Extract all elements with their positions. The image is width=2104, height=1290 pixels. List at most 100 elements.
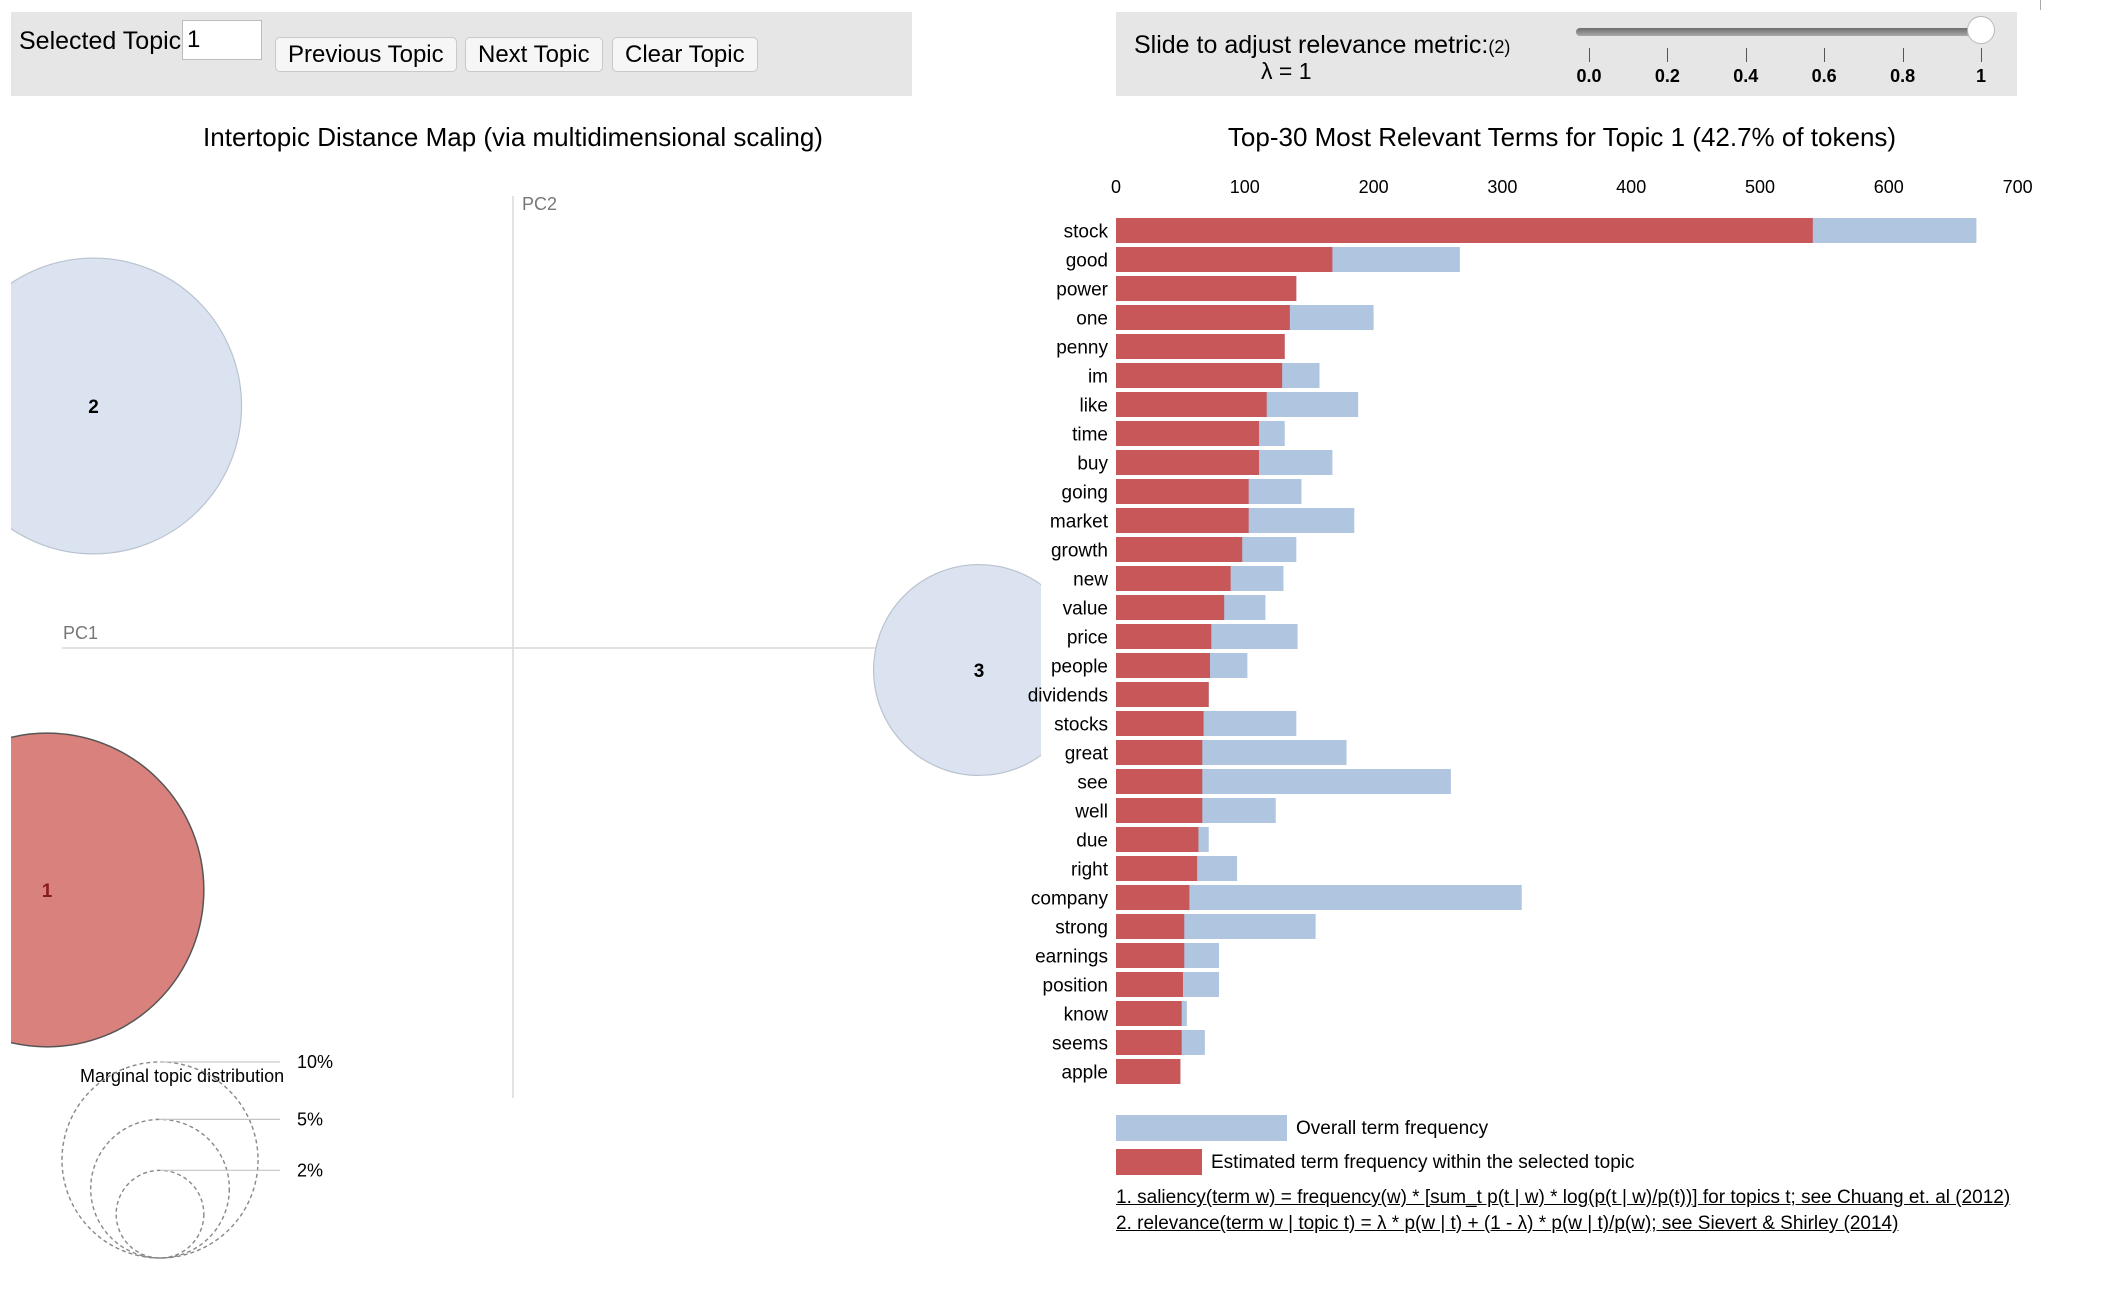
slider-tick-label: 0.0 [1576,66,1602,86]
bar-topic-seems[interactable] [1116,1030,1182,1055]
slider-tick [1589,48,1590,62]
term-label[interactable]: buy [1077,454,1108,475]
legend-circle [61,1061,259,1259]
bar-x-tick-label: 100 [1230,177,1260,197]
bar-topic-one[interactable] [1116,305,1290,330]
term-label[interactable]: stock [1064,222,1109,243]
term-label[interactable]: penny [1056,338,1108,359]
term-label[interactable]: going [1062,483,1109,504]
previous-topic-button[interactable]: Previous Topic [275,37,457,72]
bar-topic-well[interactable] [1116,798,1203,823]
bar-x-axis: 0 100 200 300 400 500 600 700 [1111,177,2033,197]
term-label[interactable]: company [1031,889,1109,910]
term-label[interactable]: apple [1062,1063,1109,1084]
topic-circle-1[interactable] [0,732,205,1048]
bar-topic-dividends[interactable] [1116,682,1209,707]
slider-tick-label: 0.8 [1890,66,1916,86]
bar-topic-due[interactable] [1116,827,1199,852]
bar-topic-penny[interactable] [1116,334,1285,359]
bar-topic-know[interactable] [1116,1001,1182,1026]
bar-legend: Overall term frequency Estimated term fre… [1116,1115,1634,1175]
term-label[interactable]: well [1074,802,1108,823]
term-label[interactable]: im [1088,367,1108,388]
topic-label-2[interactable]: 2 [88,397,99,418]
legend-circle [115,1169,205,1259]
bar-topic-great[interactable] [1116,740,1203,765]
term-label[interactable]: people [1051,657,1108,678]
bar-topic-see[interactable] [1116,769,1203,794]
term-label[interactable]: position [1043,976,1109,997]
slider-tick-label: 0.4 [1733,66,1759,86]
bar-topic-earnings[interactable] [1116,943,1185,968]
bar-topic-apple[interactable] [1116,1059,1181,1084]
bar-topic-position[interactable] [1116,972,1183,997]
bar-topic-stock[interactable] [1116,218,1813,243]
bar-topic-right[interactable] [1116,856,1198,881]
bar-topic-company[interactable] [1116,885,1190,910]
bar-x-tick-label: 200 [1359,177,1389,197]
term-label[interactable]: seems [1052,1034,1108,1055]
relevance-footnote[interactable]: 2. relevance(term w | topic t) = λ * p(w… [1116,1213,1899,1234]
term-label[interactable]: dividends [1028,686,1108,707]
term-label[interactable]: one [1076,309,1108,330]
bar-topic-value[interactable] [1116,595,1225,620]
bar-topic-people[interactable] [1116,653,1211,678]
marginal-distribution-legend: 2% 5% 10% [61,1052,333,1259]
term-label[interactable]: see [1077,773,1108,794]
term-label[interactable]: due [1076,831,1108,852]
term-label[interactable]: new [1073,570,1108,591]
topic-label-3[interactable]: 3 [974,661,985,682]
bar-topic-good[interactable] [1116,247,1333,272]
bar-topic-going[interactable] [1116,479,1249,504]
term-label[interactable]: great [1065,744,1109,765]
term-label[interactable]: earnings [1035,947,1108,968]
term-label[interactable]: time [1072,425,1108,446]
selected-topic-input[interactable] [182,20,262,60]
pc1-axis-label: PC1 [63,623,98,643]
relevance-slider-track[interactable] [1576,28,1986,36]
bar-topic-growth[interactable] [1116,537,1243,562]
next-topic-button[interactable]: Next Topic [465,37,603,72]
term-label[interactable]: know [1064,1005,1109,1026]
bar-topic-new[interactable] [1116,566,1231,591]
bar-topic-buy[interactable] [1116,450,1259,475]
topic-circles: 1 2 3 [0,257,1085,1048]
bar-topic-time[interactable] [1116,421,1259,446]
bar-topic-stocks[interactable] [1116,711,1204,736]
bar-x-tick-label: 300 [1487,177,1517,197]
bar-topic-power[interactable] [1116,276,1297,301]
relevance-slider-thumb[interactable] [1967,16,1995,44]
bar-topic-strong[interactable] [1116,914,1185,939]
saliency-footnote[interactable]: 1. saliency(term w) = frequency(w) * [su… [1116,1187,2011,1208]
topic-circle-2[interactable] [0,257,243,555]
term-label[interactable]: like [1079,396,1108,417]
slider-label-text: Slide to adjust relevance metric: [1134,31,1489,59]
legend-label: 10% [297,1052,333,1072]
slider-tick-label: 0.2 [1654,66,1680,86]
slider-tick-label: 0.6 [1811,66,1837,86]
term-label[interactable]: good [1066,251,1108,272]
relevance-slider-panel: Slide to adjust relevance metric:(2) λ =… [1116,12,2017,96]
slider-tick-label: 1 [1975,66,1987,86]
term-label[interactable]: stocks [1054,715,1108,736]
term-label[interactable]: value [1063,599,1108,620]
bar-topic-market[interactable] [1116,508,1249,533]
distance-map-title: Intertopic Distance Map (via multidimens… [203,122,823,152]
clear-topic-button[interactable]: Clear Topic [612,37,758,72]
topic-circle-3[interactable] [872,563,1085,777]
term-label[interactable]: strong [1055,918,1108,939]
slider-tick [1745,48,1747,62]
term-label[interactable]: growth [1051,541,1108,562]
bar-rows: stock good power one penny im like time buy going… [1028,218,1977,1084]
topic-label-1[interactable]: 1 [42,881,53,902]
bar-topic-im[interactable] [1116,363,1283,388]
bar-x-tick-label: 400 [1616,177,1646,197]
term-label[interactable]: market [1050,512,1109,533]
term-label[interactable]: right [1071,860,1109,881]
bar-topic-price[interactable] [1116,624,1212,649]
bar-topic-like[interactable] [1116,392,1267,417]
legend-topic-label: Estimated term frequency within the sele… [1211,1152,1634,1173]
term-label[interactable]: price [1067,628,1108,649]
term-label[interactable]: power [1056,280,1108,301]
